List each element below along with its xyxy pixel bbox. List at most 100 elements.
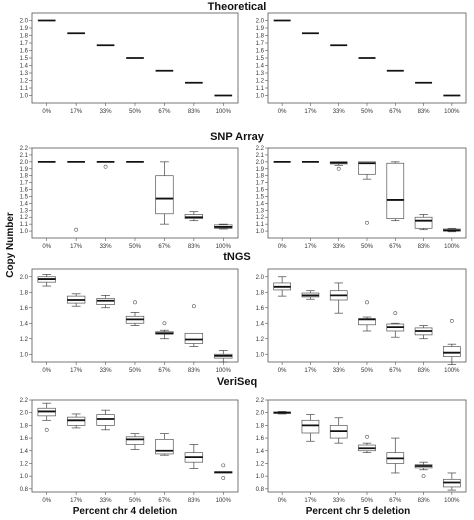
y-tick-label: 1.3 <box>256 208 265 214</box>
y-tick-label: 1.0 <box>256 229 265 235</box>
y-tick-label: 1.0 <box>20 94 29 100</box>
box-100pct <box>214 463 233 480</box>
x-tick-label: 17% <box>304 109 317 115</box>
y-tick-label: 1.4 <box>256 321 265 327</box>
panel-tngs-2: 1.0 1.2 1.4 1.6 1.8 2.0 0% 17% 33% 50% 67% 83% 100% <box>256 268 467 374</box>
panel-tngs-1: 1.0 1.2 1.4 1.6 1.8 2.0 0% 17% 33% 50% 67% 83% 100% <box>20 268 239 374</box>
y-tick-label: 2.0 <box>256 19 265 25</box>
x-tick-label: 67% <box>389 498 402 504</box>
x-tick-label: 67% <box>158 109 171 115</box>
x-axis-label-chr4: Percent chr 4 deletion <box>73 506 177 517</box>
x-tick-label: 100% <box>216 244 232 250</box>
y-tick-label: 1.4 <box>20 201 29 207</box>
y-tick-label: 2.2 <box>20 146 29 152</box>
x-axis-label-chr5: Percent chr 5 deletion <box>306 506 410 517</box>
box-67pct <box>155 433 174 456</box>
x-tick-label: 50% <box>361 109 374 115</box>
box-67pct <box>386 437 405 474</box>
outlier-point <box>133 300 137 305</box>
x-tick-label: 33% <box>100 109 113 115</box>
x-tick-label: 50% <box>129 368 142 374</box>
y-tick-label: 1.6 <box>20 306 29 312</box>
box-33pct <box>96 160 115 169</box>
box-50pct <box>358 434 376 454</box>
plot-frame <box>267 268 467 363</box>
x-tick-label: 0% <box>278 498 287 504</box>
x-tick-label: 0% <box>42 498 51 504</box>
box-17pct <box>66 413 86 429</box>
box-100pct <box>214 350 233 363</box>
panel-theoretical-2: 1.0 1.11.2 1.31.4 1.51.6 1.71.8 1.92.0 0% 17% 33… <box>256 12 467 115</box>
outlier-point <box>421 474 426 479</box>
y-tick-label: 1.7 <box>20 181 29 187</box>
y-tick-label: 1.8 <box>256 290 265 296</box>
y-tick-label: 1.3 <box>20 208 29 214</box>
y-tick-label: 1.8 <box>20 423 29 429</box>
x-tick-label: 100% <box>216 109 232 115</box>
y-tick-label: 1.6 <box>256 436 265 442</box>
y-tick-label: 1.7 <box>256 181 265 187</box>
outlier-point <box>393 311 398 316</box>
y-tick-label: 1.0 <box>256 474 265 480</box>
y-tick-label: 1.4 <box>20 64 29 70</box>
y-tick-label: 1.8 <box>256 34 265 40</box>
box-67pct <box>155 161 174 225</box>
y-tick-label: 1.0 <box>20 229 29 235</box>
box-100pct <box>443 227 461 233</box>
y-tick-label: 1.1 <box>20 222 29 228</box>
box-33pct <box>96 295 115 309</box>
y-tick-label: 1.8 <box>20 290 29 296</box>
panel-veriseq-1: 0.8 1.0 1.2 1.4 1.6 1.8 2.0 2.2 0% 17% 33% 50% 67% 83… <box>20 398 239 504</box>
y-tick-label: 1.2 <box>256 461 265 467</box>
y-tick-label: 2.0 <box>20 275 29 281</box>
x-tick-label: 100% <box>444 498 460 504</box>
x-tick-label: 67% <box>158 498 171 504</box>
box-83pct <box>184 211 204 222</box>
box-iqr <box>66 416 86 426</box>
y-tick-label: 1.6 <box>20 436 29 442</box>
x-tick-label: 67% <box>389 109 402 115</box>
box-iqr <box>125 436 145 445</box>
row-title-veriseq: VeriSeq <box>217 376 257 388</box>
y-tick-label: 1.4 <box>20 321 29 327</box>
box-iqr <box>155 438 174 455</box>
panel-veriseq-2: 0.8 1.0 1.2 1.4 1.6 1.8 2.0 2.2 0% 17% 33% 50% 67% 83… <box>256 398 467 504</box>
y-axis-label: Copy Number <box>5 212 16 278</box>
box-17pct <box>301 414 320 442</box>
y-tick-label: 2.0 <box>256 411 265 417</box>
x-tick-label: 33% <box>100 498 113 504</box>
y-tick-label: 2.0 <box>256 275 265 281</box>
box-17pct <box>67 160 85 232</box>
y-tick-label: 2.2 <box>20 398 29 404</box>
y-tick-label: 1.8 <box>256 174 265 180</box>
box-67pct <box>386 311 405 338</box>
y-tick-label: 1.2 <box>20 79 29 85</box>
y-tick-label: 1.5 <box>20 194 29 200</box>
box-67pct <box>386 161 405 222</box>
panel-snp-array-1: 1.01.11.21.31.41.51.61.71.81.92.02.12.2 0… <box>20 146 239 250</box>
y-tick-label: 1.2 <box>20 215 29 221</box>
x-tick-label: 83% <box>188 368 201 374</box>
box-33pct <box>329 417 348 444</box>
row-title-snp-array: SNP Array <box>210 131 265 143</box>
box-83pct <box>414 325 433 340</box>
box-83pct <box>184 304 204 347</box>
outlier-point <box>221 463 226 468</box>
panel-snp-array-2: 1.01.11.21.31.41.51.61.71.81.92.02.12.2 0… <box>256 146 467 250</box>
outlier-point <box>365 220 369 225</box>
outlier-point <box>191 304 196 309</box>
box-0pct <box>37 274 56 287</box>
y-tick-label: 1.9 <box>20 26 29 32</box>
y-tick-label: 1.9 <box>256 167 265 173</box>
y-tick-label: 1.8 <box>20 174 29 180</box>
x-tick-label: 17% <box>70 244 83 250</box>
box-100pct <box>214 223 233 230</box>
y-tick-label: 1.4 <box>256 64 265 70</box>
box-83pct <box>414 461 433 479</box>
row-title-tngs: tNGS <box>223 251 251 263</box>
x-tick-label: 67% <box>158 244 171 250</box>
x-tick-label: 67% <box>389 368 402 374</box>
x-tick-label: 0% <box>42 368 51 374</box>
x-tick-label: 0% <box>278 368 287 374</box>
